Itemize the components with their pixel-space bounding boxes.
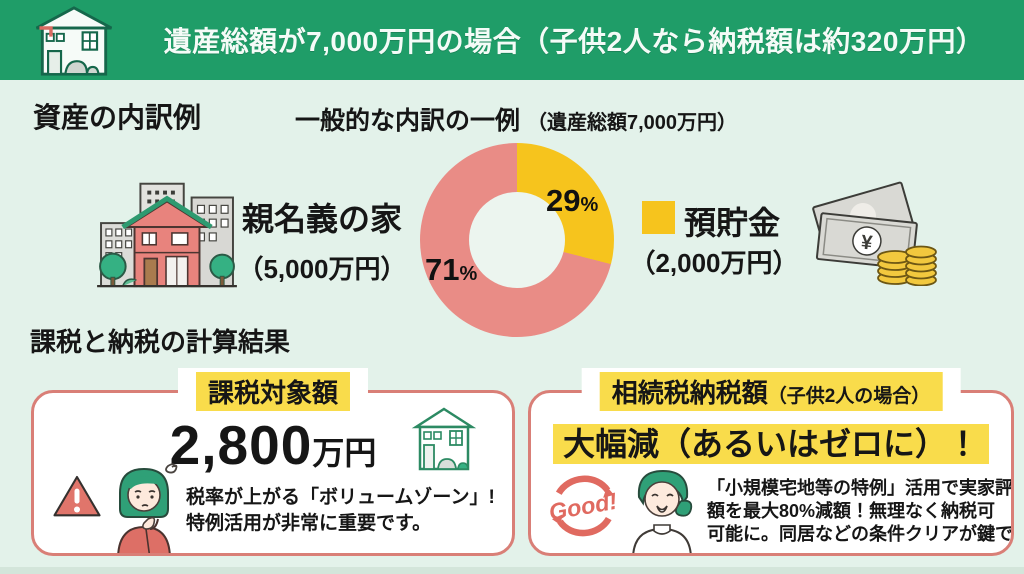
warning-icon [53,475,101,517]
donut-chart-title: 一般的な内訳の一例 （遺産総額7,000万円） [295,101,737,137]
donut-chart-title-main: 一般的な内訳の一例 [295,107,521,135]
taxable-card-title: 課税対象額 [195,371,351,411]
house-percent-label: 71% [425,252,478,287]
good-stamp-icon: Good! [547,475,619,537]
taxable-amount-row: 2,800万円 [34,413,512,477]
tax-due-note-line2: 額を最大80%減額！無理なく納税可 [707,501,996,521]
tax-due-headline-row: 大幅減（あるいはゼロに）！ [531,419,1011,465]
deposit-label: 預貯金 [684,205,781,241]
money-illustration: ¥ [812,181,937,286]
tax-due-card-note: 「小規模宅地等の特例」活用で実家評価 額を最大80%減額！無理なく納税可 可能に… [707,477,1011,546]
taxable-amount-card: 2,800万円 [31,368,515,556]
bottom-edge-strip [0,567,1024,574]
tax-due-note-line1: 「小規模宅地等の特例」活用で実家評価 [707,478,1011,498]
city-house-illustration [97,182,237,288]
tax-due-card-title-note: （子供2人の場合） [767,385,931,407]
assets-section-title: 資産の内訳例 [33,102,202,133]
green-house-icon [411,407,476,471]
tax-due-card-title: 相続税納税額 [611,377,768,408]
house-icon [35,6,113,76]
worried-woman-illustration [117,463,178,553]
taxable-card-content: 2,800万円 [34,393,512,553]
tax-due-note-line3: 可能に。同居などの条件クリアが鍵です。 [707,524,1011,544]
taxable-note-line2: 特例活用が非常に重要です。 [186,513,432,534]
tax-due-card-title-tab: 相続税納税額（子供2人の場合） [581,368,961,414]
donut-hole [469,192,565,288]
taxable-card-title-tab: 課税対象額 [177,368,369,414]
taxable-amount-unit: 万円 [312,435,377,471]
taxable-amount-value: 2,800 [169,414,313,476]
house-asset-label: 親名義の家 [241,201,402,237]
results-section-title: 課税と納税の計算結果 [30,327,291,357]
house-asset-label-block: 親名義の家 （5,000万円） [228,194,416,286]
donut-chart-title-note: （遺産総額7,000万円） [526,112,738,134]
deposit-legend-swatch [642,201,675,234]
deposit-percent-label: 29% [546,183,599,218]
taxable-note-line1: 税率が上がる「ボリュームゾーン」! [186,487,495,508]
deposit-amount: （2,000万円） [629,248,799,278]
asset-donut-chart [420,143,614,337]
tax-due-headline: 大幅減（あるいはゼロに）！ [552,424,989,464]
page-title: 遺産総額が7,000万円の場合（子供2人なら納税額は約320万円） [163,26,985,57]
taxable-card-note: 税率が上がる「ボリュームゾーン」! 特例活用が非常に重要です。 [186,485,495,537]
house-asset-amount: （5,000万円） [237,254,407,284]
svg-text:¥: ¥ [860,231,874,254]
tax-due-card: 大幅減（あるいはゼロに）！ Good! [528,368,1014,556]
header-banner: 遺産総額が7,000万円の場合（子供2人なら納税額は約320万円） [0,0,1024,80]
tax-due-card-content: 大幅減（あるいはゼロに）！ Good! [531,393,1011,553]
tax-due-card-title-group: 相続税納税額（子供2人の場合） [599,371,943,411]
happy-woman-illustration [632,469,693,553]
